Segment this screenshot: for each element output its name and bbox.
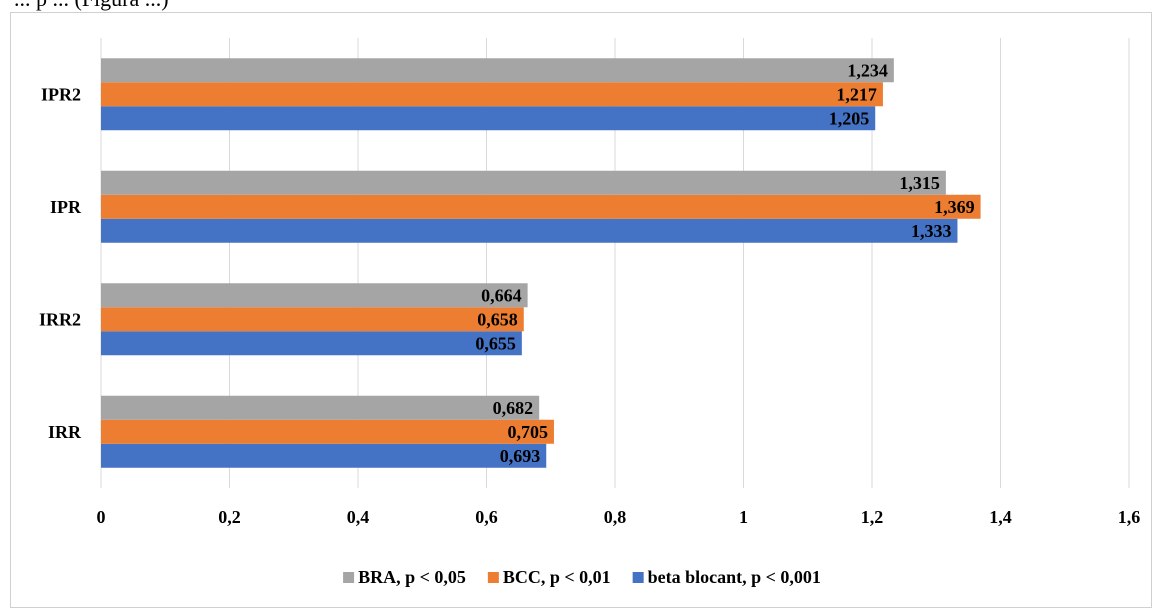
chart-caption: ... p ... (Figura ...) (14, 0, 169, 12)
category-label: IPR2 (41, 84, 81, 104)
bar (101, 194, 981, 219)
data-label: 1,234 (847, 60, 888, 80)
x-tick-label: 1,6 (1118, 507, 1141, 527)
data-label: 1,315 (899, 173, 940, 193)
bar-chart: 0,693 0,705 0,682 0,655 0,658 0,664 1,333 1,369… (39, 38, 1141, 587)
legend-label: beta blocant, p < 0,001 (648, 567, 821, 587)
legend-swatch (487, 572, 499, 583)
data-label: 0,682 (493, 398, 534, 418)
x-tick-label: 0,6 (475, 507, 498, 527)
legend-swatch (632, 572, 644, 583)
bar (101, 218, 958, 243)
bars (101, 58, 981, 468)
x-tick-label: 0,4 (347, 507, 370, 527)
chart-frame: 0,693 0,705 0,682 0,655 0,658 0,664 1,333 1,369… (10, 12, 1152, 608)
bar (101, 307, 524, 332)
x-tick-label: 0,2 (218, 507, 241, 527)
data-label: 0,658 (477, 309, 518, 329)
data-label: 1,217 (836, 84, 877, 104)
x-tick-label: 1 (739, 507, 748, 527)
legend-label: BCC, p < 0,01 (503, 567, 611, 587)
category-label: IRR (48, 422, 82, 442)
category-label: IRR2 (39, 309, 81, 329)
bar (101, 170, 946, 195)
bar (101, 395, 540, 420)
bar (101, 331, 522, 356)
data-label: 0,693 (500, 446, 541, 466)
x-axis-tick-labels: 0 0,2 0,4 0,6 0,8 1 1,2 1,4 1,6 (97, 507, 1141, 527)
legend-label: BRA, p < 0,05 (358, 567, 466, 587)
data-label: 0,705 (507, 422, 548, 442)
data-label: 1,369 (934, 197, 975, 217)
x-tick-label: 1,4 (989, 507, 1012, 527)
legend-swatch (343, 572, 355, 583)
data-label: 0,655 (475, 333, 516, 353)
category-labels: IRR IRR2 IPR IPR2 (39, 84, 82, 442)
data-label: 1,333 (911, 221, 952, 241)
bar (101, 82, 883, 107)
value-labels: 0,693 0,705 0,682 0,655 0,658 0,664 1,333 1,369… (475, 60, 974, 466)
legend: BRA, p < 0,05 BCC, p < 0,01 beta blocant, … (343, 567, 821, 587)
bar (101, 283, 528, 308)
data-label: 1,205 (829, 108, 870, 128)
category-label: IPR (50, 197, 82, 217)
x-tick-label: 1,2 (861, 507, 884, 527)
bar (101, 106, 876, 131)
x-tick-label: 0 (97, 507, 106, 527)
data-label: 0,664 (481, 285, 522, 305)
bar (101, 419, 554, 444)
x-tick-label: 0,8 (604, 507, 627, 527)
bar (101, 58, 894, 83)
bar (101, 443, 547, 468)
